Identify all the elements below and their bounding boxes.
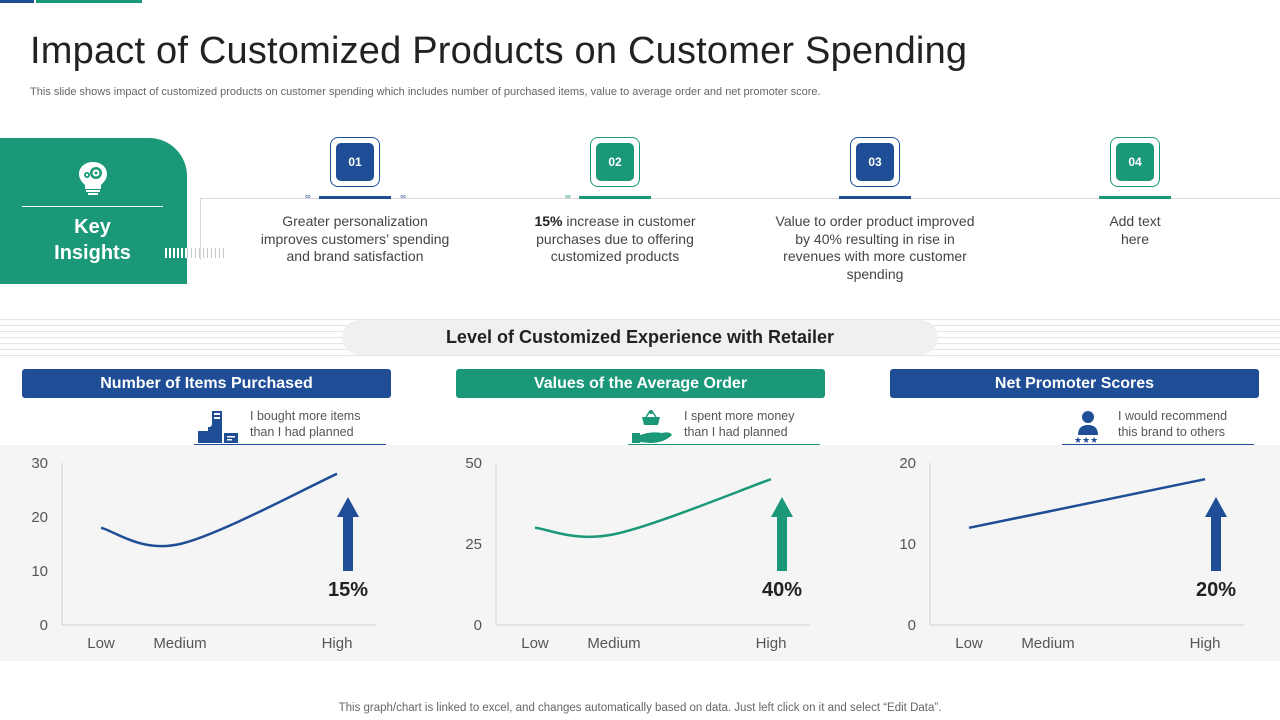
- panel-header-average-order: Values of the Average Order: [456, 369, 825, 398]
- note-text: I spent more money than I had planned: [684, 408, 804, 440]
- step-badge: 04: [1110, 137, 1160, 187]
- page-subtitle: This slide shows impact of customized pr…: [30, 86, 821, 98]
- arrow-up-icon: [1205, 497, 1227, 517]
- step-text-body: increase in customer purchases due to of…: [536, 213, 696, 264]
- y-tick-label: 20: [899, 455, 916, 472]
- line-chart-average-order: 0 25 50 Low Medium High 40%: [465, 455, 810, 652]
- step-number: 03: [856, 143, 894, 181]
- arrow-shaft: [343, 515, 353, 571]
- step-03: 03 Value to order product improved by 40…: [775, 137, 975, 283]
- note-text-content: I spent more money than I had planned: [684, 409, 795, 439]
- step-badge: 03: [850, 137, 900, 187]
- note-text-content: I would recommend this brand to others: [1118, 409, 1228, 439]
- y-tick-label: 50: [465, 455, 482, 472]
- step-underline: [1099, 196, 1171, 199]
- key-insights-divider: [22, 206, 163, 207]
- key-insights-line2: Insights: [54, 242, 131, 264]
- arrow-shaft: [777, 515, 787, 571]
- panel-header-nps: Net Promoter Scores: [890, 369, 1259, 398]
- step-badge: 02: [590, 137, 640, 187]
- line-chart-items: 0 10 20 30 Low Medium High 15%: [31, 455, 376, 652]
- accent-bar-blue: [0, 0, 34, 3]
- step-02: 02 ∞ 15% increase in customer purchases …: [515, 137, 715, 266]
- shopping-bags-icon: [198, 411, 238, 443]
- y-tick-label: 10: [899, 536, 916, 553]
- panel-note-items: I bought more items than I had planned: [194, 407, 386, 445]
- x-tick-label: Medium: [1021, 635, 1074, 652]
- x-tick-label: Low: [521, 635, 549, 652]
- step-number: 01: [336, 143, 374, 181]
- note-text: I would recommend this brand to others: [1118, 408, 1242, 440]
- y-tick-label: 0: [40, 617, 48, 634]
- footer-note: This graph/chart is linked to excel, and…: [338, 702, 942, 714]
- y-tick-label: 25: [465, 536, 482, 553]
- x-tick-label: High: [1190, 635, 1221, 652]
- key-insights-line1: Key: [74, 216, 111, 238]
- key-insights-connector-grey: [187, 248, 227, 258]
- dots-icon: ∞: [400, 192, 406, 201]
- series-line: [534, 478, 772, 539]
- step-01: 01 ∞ ∞ Greater personalization improves …: [255, 137, 455, 266]
- arrow-up-icon: [337, 497, 359, 517]
- y-tick-label: 0: [908, 617, 916, 634]
- accent-bar-teal: [36, 0, 142, 3]
- step-badge: 01: [330, 137, 380, 187]
- dots-icon: ∞: [305, 192, 311, 201]
- step-number: 04: [1116, 143, 1154, 181]
- note-text-content: I bought more items than I had planned: [250, 409, 361, 439]
- x-tick-label: Low: [87, 635, 115, 652]
- step-underline: [839, 196, 911, 199]
- step-text: 15% increase in customer purchases due t…: [515, 213, 715, 266]
- x-tick-label: Low: [955, 635, 983, 652]
- note-text: I bought more items than I had planned: [250, 408, 370, 440]
- y-tick-label: 20: [31, 509, 48, 526]
- callout-percent: 15%: [328, 579, 368, 601]
- arrow-shaft: [1211, 515, 1221, 571]
- step-number: 02: [596, 143, 634, 181]
- hand-basket-icon: [632, 410, 672, 443]
- y-tick-label: 30: [31, 455, 48, 472]
- step-underline: ∞ ∞: [305, 193, 406, 201]
- series-line: [968, 477, 1206, 530]
- x-tick-label: High: [756, 635, 787, 652]
- x-tick-label: Medium: [587, 635, 640, 652]
- timeline-line: [200, 198, 1280, 199]
- panel-note-nps: ★★★ I would recommend this brand to othe…: [1062, 407, 1254, 445]
- arrow-up-icon: [771, 497, 793, 517]
- step-text: Greater personalization improves custome…: [260, 213, 450, 264]
- step-text-lead: 15%: [534, 213, 563, 229]
- y-tick-label: 10: [31, 563, 48, 580]
- step-04: 04 Add text here: [1035, 137, 1235, 248]
- callout-percent: 20%: [1196, 579, 1236, 601]
- step-text: Value to order product improved by 40% r…: [775, 213, 975, 282]
- step-underline: ∞: [565, 193, 651, 201]
- lightbulb-gear-icon: [79, 162, 107, 195]
- series-line: [100, 472, 338, 548]
- key-insights-box: Key Insights: [0, 138, 187, 284]
- svg-text:★★★: ★★★: [1074, 436, 1098, 445]
- x-tick-label: High: [322, 635, 353, 652]
- timeline-vertical: [200, 198, 201, 260]
- x-tick-label: Medium: [153, 635, 206, 652]
- y-tick-label: 0: [474, 617, 482, 634]
- callout-percent: 40%: [762, 579, 802, 601]
- key-insights-label: Key Insights: [22, 214, 163, 266]
- person-stars-icon: ★★★: [1074, 411, 1098, 445]
- page-title: Impact of Customized Products on Custome…: [30, 30, 968, 72]
- dots-icon: ∞: [565, 192, 571, 201]
- step-text: Add text here: [1109, 213, 1161, 247]
- panel-header-items: Number of Items Purchased: [22, 369, 391, 398]
- line-chart-nps: 0 10 20 Low Medium High 20%: [899, 455, 1244, 652]
- panel-note-average-order: I spent more money than I had planned: [628, 407, 820, 445]
- section-title: Level of Customized Experience with Reta…: [342, 320, 938, 355]
